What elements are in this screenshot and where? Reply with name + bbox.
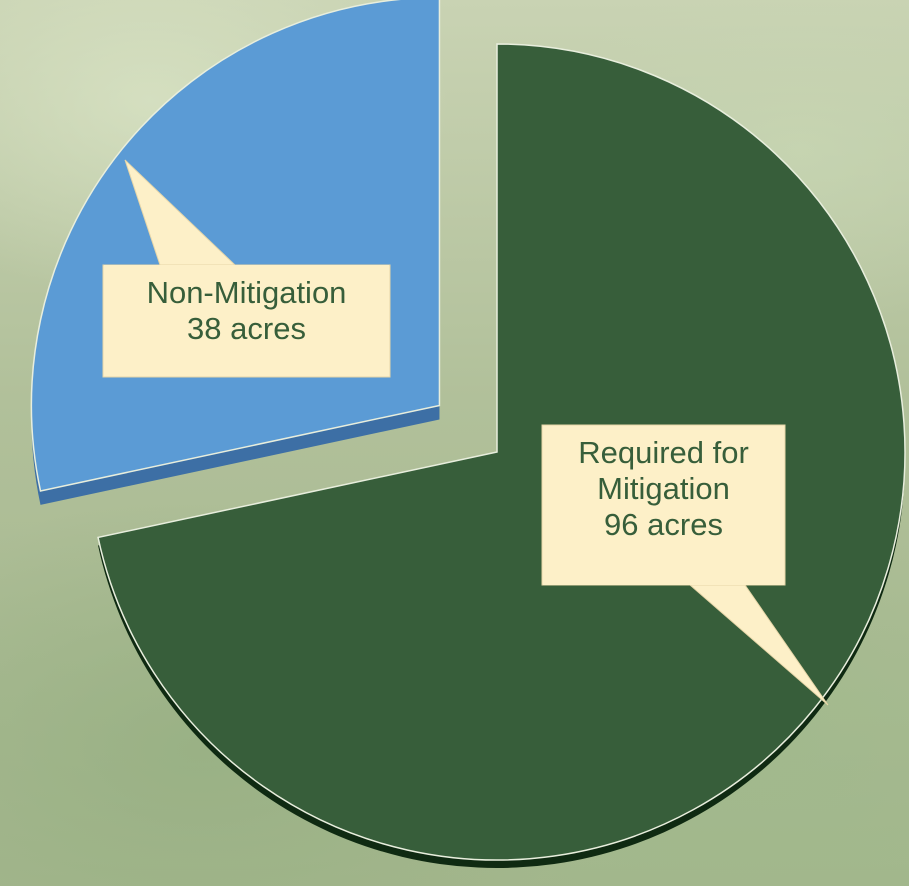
slice (30, 0, 441, 492)
value-label: 38 acres (187, 311, 306, 346)
slice (97, 43, 906, 861)
category-label: Required for Mitigation (578, 435, 749, 506)
data-label: Non-Mitigation 38 acres (103, 275, 390, 347)
callout-joint (104, 265, 389, 268)
callout-box (541, 424, 786, 586)
data-label: Required for Mitigation 96 acres (542, 435, 785, 543)
callout-box (102, 264, 391, 378)
value-label: 96 acres (604, 507, 723, 542)
category-label: Non-Mitigation (146, 275, 347, 310)
callout-joint (543, 582, 784, 585)
